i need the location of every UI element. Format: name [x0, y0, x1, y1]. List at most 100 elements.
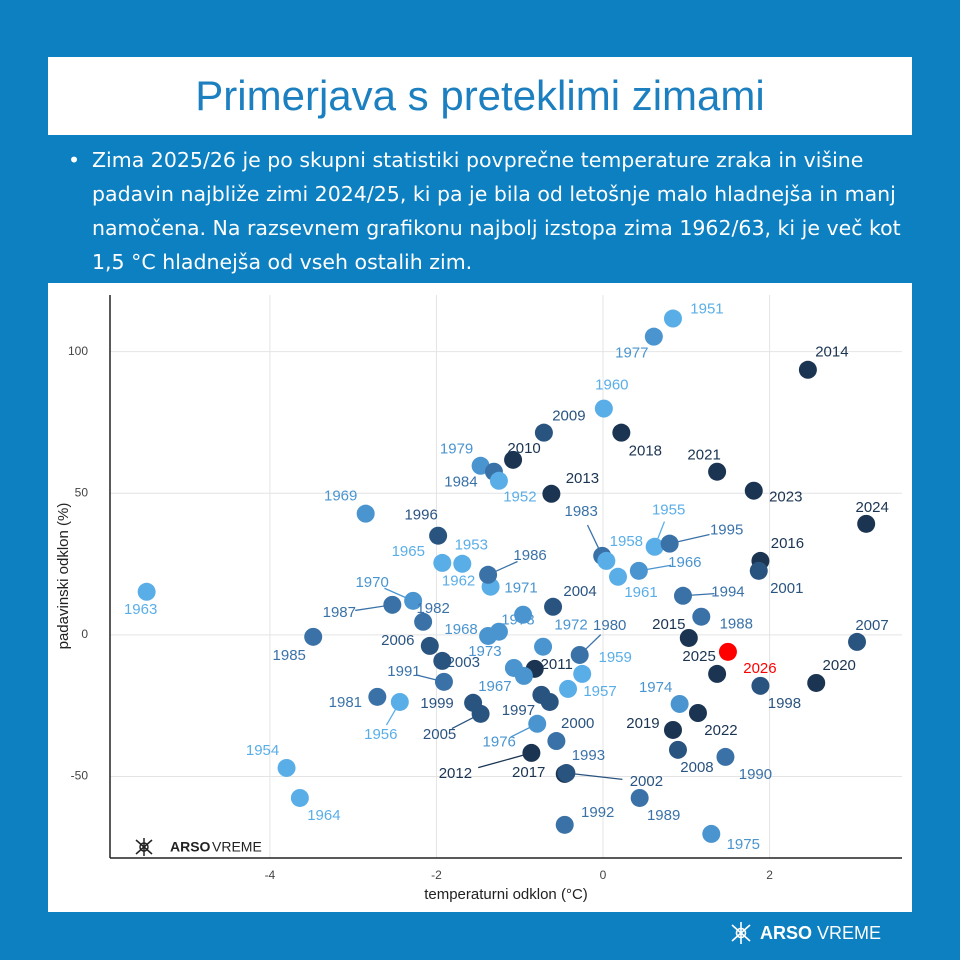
point-label: 1966	[668, 554, 701, 571]
point-label: 2008	[680, 759, 713, 776]
bullet: • Zima 2025/26 je po skupni statistiki p…	[68, 143, 908, 279]
point	[668, 740, 687, 759]
point	[555, 815, 574, 834]
point	[542, 484, 561, 503]
point-label: 2013	[566, 470, 599, 487]
point-label: 2017	[512, 764, 545, 781]
point-label: 1969	[324, 488, 357, 505]
footer-name: VREME	[817, 922, 882, 943]
logo-brand: ARSO	[170, 839, 211, 855]
point-label: 1952	[503, 489, 536, 506]
point-label: 2022	[704, 722, 737, 739]
footer-brand: ARSO	[760, 922, 813, 943]
point	[383, 595, 402, 614]
point	[420, 636, 439, 655]
point	[557, 764, 576, 783]
point	[528, 714, 547, 733]
point-label: 2005	[423, 726, 456, 743]
point	[597, 551, 616, 570]
point	[414, 612, 433, 631]
point-label: 1959	[599, 649, 632, 666]
point-label: 1995	[710, 522, 743, 539]
point	[540, 692, 559, 711]
point	[857, 514, 876, 533]
footer-icon	[731, 922, 751, 944]
point	[504, 450, 523, 469]
point	[514, 666, 533, 685]
point-label: 2014	[815, 344, 848, 361]
point-label: 1986	[513, 547, 546, 564]
point	[798, 360, 817, 379]
leader-line	[478, 752, 532, 769]
point	[749, 561, 768, 580]
point	[479, 565, 498, 584]
point-label: 1999	[420, 695, 453, 712]
point-label: 1983	[565, 503, 598, 520]
point	[708, 664, 727, 683]
point-label: 1955	[652, 502, 685, 519]
point-label: 2025	[682, 648, 715, 665]
point-label: 1987	[323, 604, 356, 621]
point	[663, 309, 682, 328]
point	[534, 637, 553, 656]
point	[290, 788, 309, 807]
point-label: 1993	[572, 747, 605, 764]
point-label: 1974	[639, 679, 672, 696]
x-axis-label: temperaturni odklon (°C)	[424, 886, 588, 903]
point-label: 2001	[770, 580, 803, 597]
point	[673, 586, 692, 605]
point	[644, 327, 663, 346]
point-label: 1982	[416, 600, 449, 617]
point-label: 1963	[124, 601, 157, 618]
grid	[110, 295, 902, 858]
point	[594, 399, 613, 418]
point	[609, 567, 628, 586]
point	[547, 732, 566, 751]
point	[304, 627, 323, 646]
point	[544, 597, 563, 616]
point-label: 2023	[769, 489, 802, 506]
point-label: 2024	[856, 499, 889, 516]
point-label: 1977	[615, 345, 648, 362]
point-label: 1956	[364, 726, 397, 743]
point-label: 1988	[720, 616, 753, 633]
point	[612, 423, 631, 442]
point	[429, 526, 448, 545]
point-label: 2026	[743, 660, 776, 677]
point-label: 2016	[771, 535, 804, 552]
point-label: 1979	[440, 441, 473, 458]
point	[404, 591, 423, 610]
point-label: 1978	[501, 612, 534, 629]
point-label: 2011	[541, 656, 573, 673]
y-axis-label: padavinski odklon (%)	[55, 503, 72, 650]
logo-name: VREME	[212, 839, 262, 855]
point	[368, 687, 387, 706]
point-label: 1965	[392, 543, 425, 560]
point-label: 1975	[727, 836, 760, 853]
point-label: 1967	[478, 678, 511, 695]
point	[708, 462, 727, 481]
bullet-text: Zima 2025/26 je po skupni statistiki pov…	[92, 148, 901, 274]
point-label: 2019	[626, 715, 659, 732]
point-label: 1985	[273, 647, 306, 664]
point-label: 1998	[768, 695, 801, 712]
x-tick-label: -4	[265, 868, 276, 882]
point-label: 2010	[507, 440, 540, 457]
point-labels: 1951 1977 2014 1960 2009 2018 1979 1984 1952 2010…	[124, 300, 889, 852]
point	[356, 504, 375, 523]
point-label: 1970	[355, 574, 388, 591]
point	[559, 679, 578, 698]
point	[489, 471, 508, 490]
point	[514, 605, 533, 624]
x-tick-label: 2	[766, 868, 773, 882]
point	[630, 788, 649, 807]
point-label: 2002	[630, 773, 663, 790]
point-label: 2003	[447, 654, 480, 671]
point-label: 1991	[387, 663, 420, 680]
point	[744, 481, 763, 500]
title: Primerjava s preteklimi zimami	[195, 72, 765, 119]
point	[718, 642, 737, 661]
point	[277, 758, 296, 777]
point-label: 2000	[561, 715, 594, 732]
